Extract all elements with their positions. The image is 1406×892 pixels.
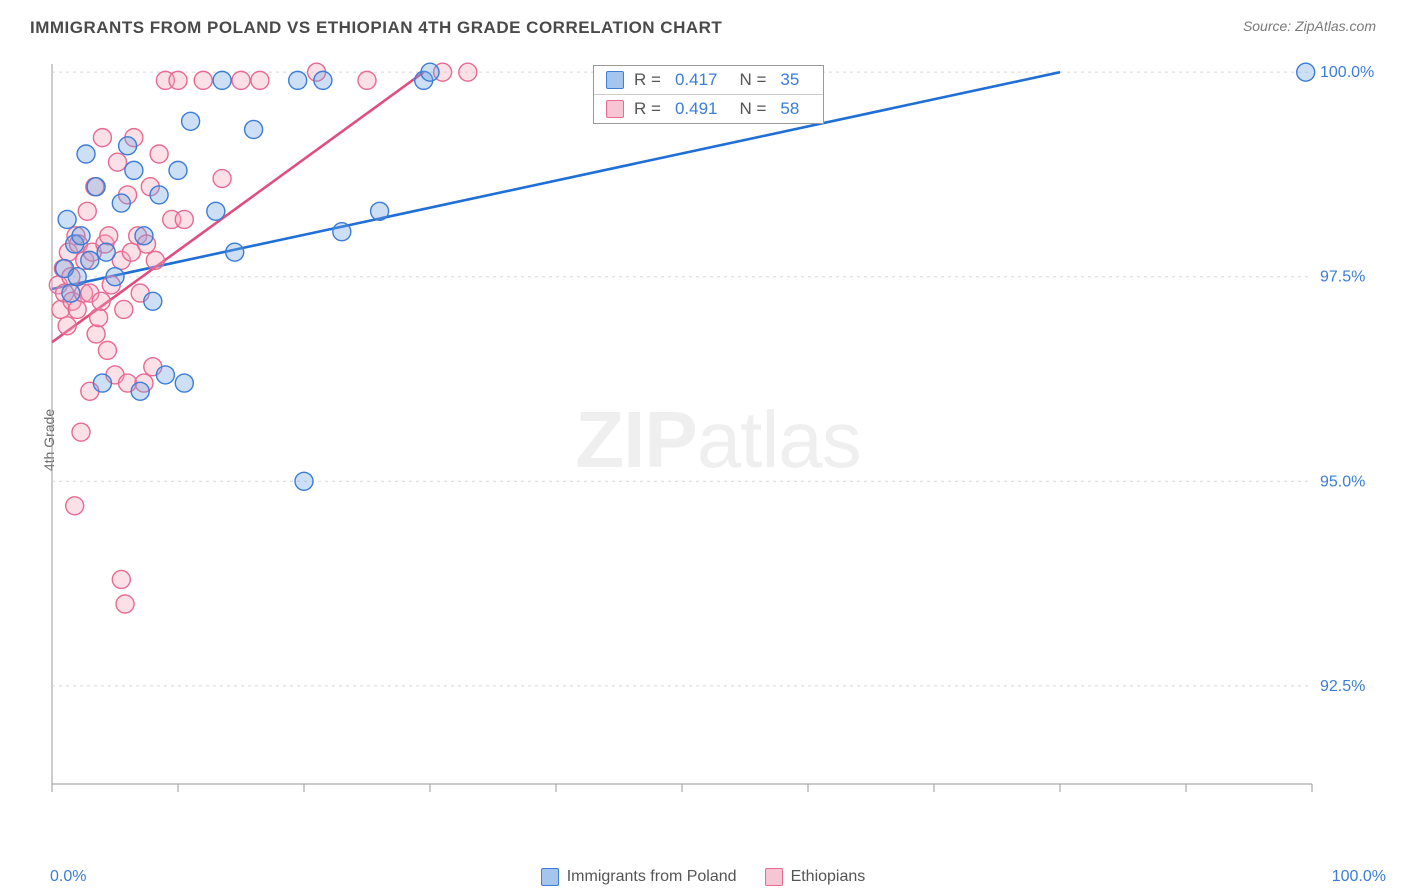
n-label: N = <box>739 70 766 90</box>
legend-swatch <box>606 71 624 89</box>
source-attribution: Source: ZipAtlas.com <box>1243 18 1376 34</box>
correlation-box: R = 0.417 N = 35 R = 0.491 N = 58 <box>593 65 824 124</box>
n-value: 35 <box>780 70 799 90</box>
bottom-legend: Immigrants from Poland Ethiopians <box>0 868 1406 886</box>
scatter-plot: 92.5% 95.0% 97.5% 100.0% <box>48 60 1388 820</box>
svg-text:100.0%: 100.0% <box>1320 64 1374 81</box>
chart-header: IMMIGRANTS FROM POLAND VS ETHIOPIAN 4TH … <box>0 0 1406 48</box>
svg-text:92.5%: 92.5% <box>1320 678 1365 695</box>
legend-item: Immigrants from Poland <box>541 868 737 886</box>
n-label: N = <box>739 99 766 119</box>
legend-label: Ethiopians <box>791 868 866 886</box>
svg-text:95.0%: 95.0% <box>1320 473 1365 490</box>
legend-label: Immigrants from Poland <box>567 868 737 886</box>
svg-text:97.5%: 97.5% <box>1320 269 1365 286</box>
legend-swatch <box>541 868 559 886</box>
r-label: R = <box>634 99 661 119</box>
r-label: R = <box>634 70 661 90</box>
chart-title: IMMIGRANTS FROM POLAND VS ETHIOPIAN 4TH … <box>30 18 722 38</box>
legend-swatch <box>606 100 624 118</box>
legend-item: Ethiopians <box>765 868 866 886</box>
r-value: 0.417 <box>675 70 718 90</box>
r-value: 0.491 <box>675 99 718 119</box>
correlation-row: R = 0.491 N = 58 <box>594 94 823 123</box>
chart-area: 4th Grade 92.5%95.0%97.5%100.0% R =0.417… <box>48 60 1388 820</box>
legend-swatch <box>765 868 783 886</box>
n-value: 58 <box>780 99 799 119</box>
correlation-row: R = 0.417 N = 35 <box>594 66 823 94</box>
